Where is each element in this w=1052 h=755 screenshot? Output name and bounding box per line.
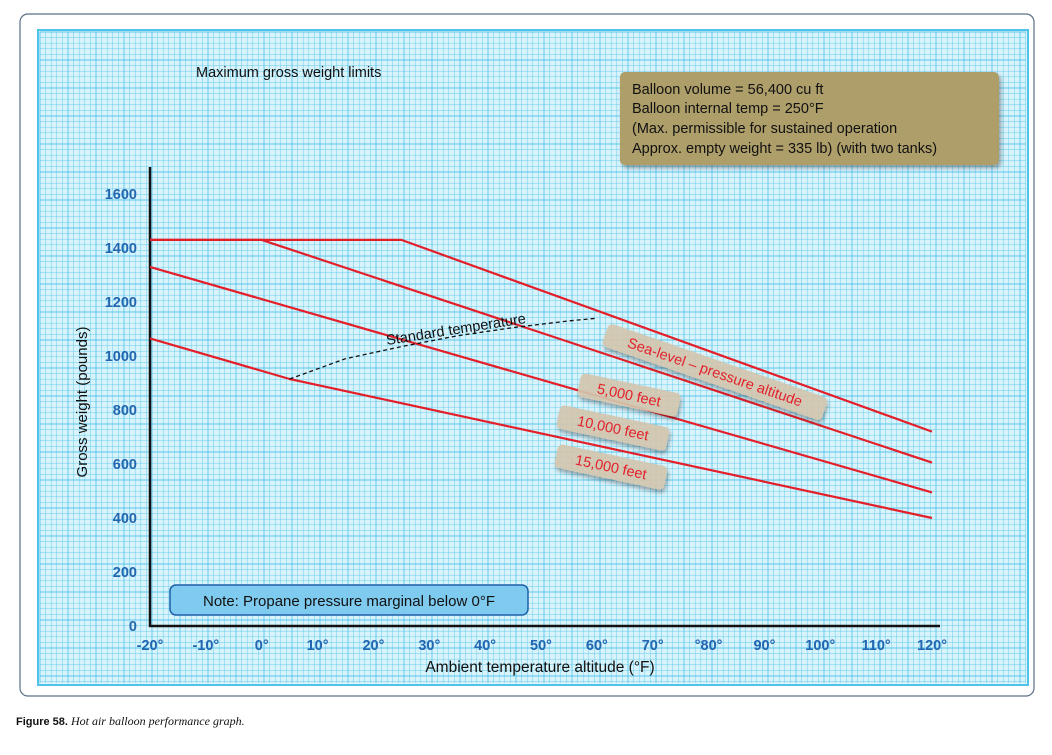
- axes: [148, 167, 940, 628]
- note-box: Note: Propane pressure marginal below 0°…: [169, 584, 529, 616]
- x-tick-label: 100°: [805, 638, 835, 654]
- chart-frame: -20° -10° 0° 10° 20° 30° 40° 50° 60° 70° °80° 90° 10…: [19, 13, 1035, 697]
- y-tick-label: 1000: [105, 349, 137, 365]
- figure-caption: Figure 58. Hot air balloon performance g…: [16, 714, 245, 729]
- x-tick-label: 70°: [642, 638, 664, 654]
- figure-description: Hot air balloon performance graph.: [70, 714, 245, 728]
- y-tick-label: 1200: [105, 295, 137, 311]
- y-tick-label: 0: [129, 619, 137, 635]
- note-text: Note: Propane pressure marginal below 0°…: [203, 593, 495, 610]
- series-label-tag: [556, 405, 670, 451]
- info-line-2: Balloon internal temp = 250°F: [632, 101, 824, 117]
- series-label-tag: [554, 444, 668, 490]
- series-line-3: [149, 265, 933, 494]
- y-tick-label: 600: [113, 457, 137, 473]
- series-label-tag: [602, 324, 828, 420]
- y-tick-label: 200: [113, 565, 137, 581]
- x-tick-label: -20°: [137, 638, 164, 654]
- x-tick-label: 90°: [753, 638, 775, 654]
- series-group: [149, 238, 933, 520]
- y-tick-labels: 0 200 400 600 800 1000 1200 1400 1600: [105, 187, 137, 635]
- standard-temperature-curve: [289, 317, 597, 380]
- info-line-3: (Max. permissible for sustained operatio…: [632, 121, 897, 137]
- x-tick-labels: -20° -10° 0° 10° 20° 30° 40° 50° 60° 70° °80° 90° 10…: [137, 638, 948, 654]
- x-tick-label: °80°: [695, 638, 723, 654]
- x-tick-label: 50°: [530, 638, 552, 654]
- series-label-tag: [577, 373, 681, 417]
- series-line-2: [150, 238, 933, 464]
- x-tick-label: 40°: [474, 638, 496, 654]
- x-tick-label: 20°: [362, 638, 384, 654]
- y-tick-label: 1400: [105, 241, 137, 257]
- y-tick-label: 1600: [105, 187, 137, 203]
- y-tick-label: 400: [113, 511, 137, 527]
- x-tick-label: 120°: [917, 638, 947, 654]
- x-tick-label: 30°: [418, 638, 440, 654]
- x-tick-label: 10°: [307, 638, 329, 654]
- info-line-4: Approx. empty weight = 335 lb) (with two…: [632, 141, 937, 157]
- info-line-1: Balloon volume = 56,400 cu ft: [632, 82, 823, 98]
- x-axis-label: Ambient temperature altitude (°F): [425, 659, 654, 676]
- y-tick-label: 800: [113, 403, 137, 419]
- y-axis-label: Gross weight (pounds): [74, 327, 91, 478]
- x-tick-label: 60°: [586, 638, 608, 654]
- figure-number: Figure 58.: [16, 716, 68, 728]
- x-tick-label: -10°: [192, 638, 219, 654]
- chart-title: Maximum gross weight limits: [196, 65, 381, 81]
- x-tick-label: 0°: [255, 638, 269, 654]
- info-box: Balloon volume = 56,400 cu ft Balloon in…: [620, 72, 999, 165]
- x-tick-label: 110°: [862, 638, 891, 654]
